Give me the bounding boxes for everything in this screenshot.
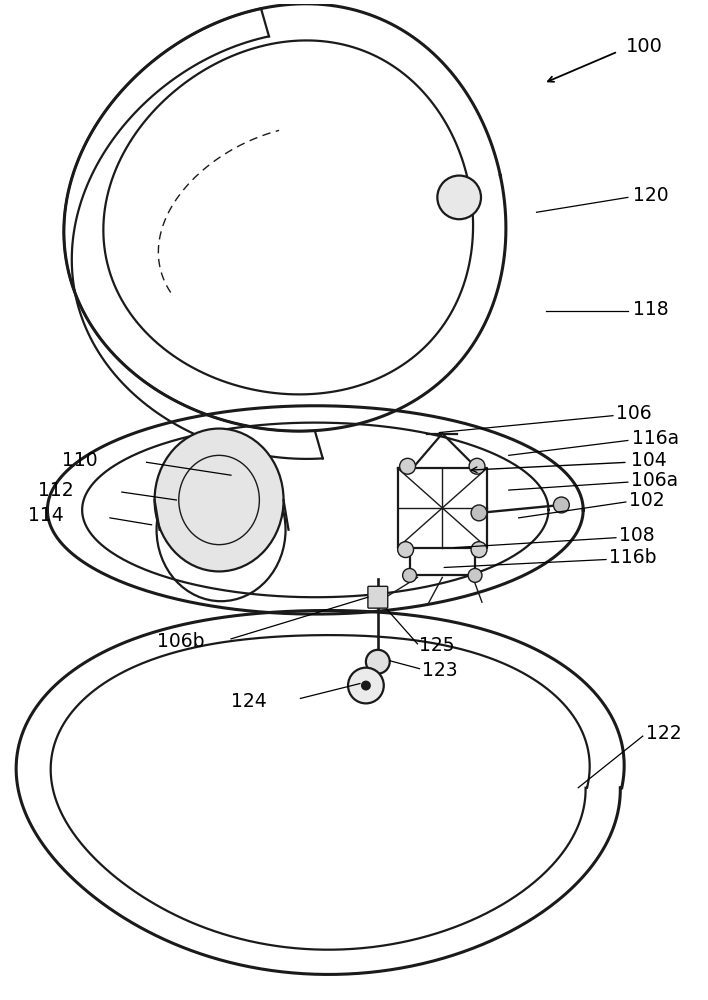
Text: 120: 120: [633, 186, 668, 205]
FancyBboxPatch shape: [368, 586, 388, 608]
Circle shape: [348, 668, 384, 703]
Text: 106a: 106a: [631, 471, 678, 490]
Text: 110: 110: [62, 451, 98, 470]
Text: 118: 118: [633, 300, 668, 319]
Circle shape: [438, 176, 481, 219]
Text: 114: 114: [28, 506, 63, 525]
Circle shape: [554, 497, 569, 513]
Text: 125: 125: [419, 636, 455, 655]
Circle shape: [468, 568, 482, 582]
Circle shape: [403, 568, 416, 582]
Circle shape: [469, 458, 485, 474]
Text: 122: 122: [646, 724, 681, 743]
Text: 108: 108: [619, 526, 654, 545]
Text: 124: 124: [231, 692, 267, 711]
Circle shape: [361, 681, 371, 690]
Text: 100: 100: [626, 37, 663, 56]
Circle shape: [471, 542, 487, 558]
Text: 106b: 106b: [156, 632, 204, 651]
Text: 104: 104: [631, 451, 666, 470]
Text: 116b: 116b: [609, 548, 656, 567]
Circle shape: [398, 542, 413, 558]
Ellipse shape: [154, 429, 284, 571]
Text: 112: 112: [38, 481, 73, 500]
Circle shape: [399, 458, 416, 474]
Circle shape: [366, 650, 389, 674]
Text: 106: 106: [616, 404, 651, 423]
Text: 123: 123: [423, 661, 458, 680]
Text: 116a: 116a: [632, 429, 679, 448]
Text: 102: 102: [629, 490, 664, 510]
Circle shape: [471, 505, 487, 521]
